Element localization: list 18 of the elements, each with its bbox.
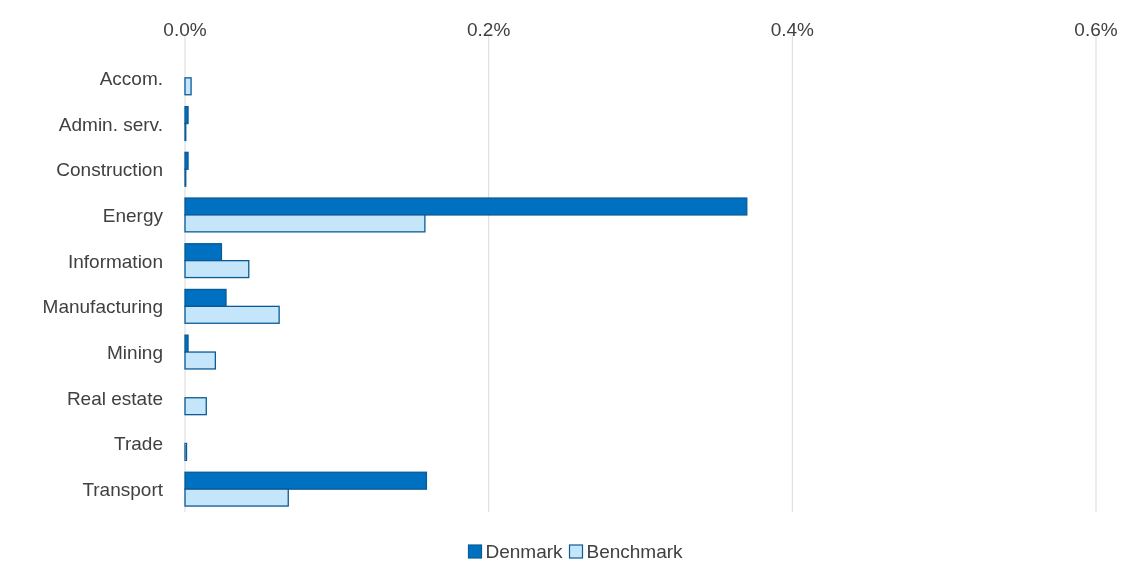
x-tick-label: 0.6%: [1074, 19, 1118, 40]
y-tick-label: Mining: [107, 342, 163, 364]
legend-label: Benchmark: [586, 541, 684, 562]
y-tick-label: Energy: [102, 204, 164, 226]
y-tick-label: Accom.: [99, 67, 163, 89]
legend-label: Denmark: [485, 541, 564, 562]
x-tick-label: 0.0%: [163, 19, 207, 40]
x-tick-label: 0.4%: [770, 19, 815, 40]
y-tick-label: Trade: [114, 433, 163, 455]
bar: [184, 397, 207, 416]
y-tick-label: Manufacturing: [42, 296, 163, 318]
bar: [184, 77, 192, 96]
x-tick-label: 0.2%: [467, 19, 511, 40]
y-tick-label: Admin. serv.: [58, 113, 163, 135]
y-tick-label: Construction: [56, 159, 163, 181]
y-tick-label: Real estate: [66, 387, 163, 409]
y-tick-label: Information: [67, 250, 163, 272]
y-tick-label: Transport: [82, 479, 164, 501]
